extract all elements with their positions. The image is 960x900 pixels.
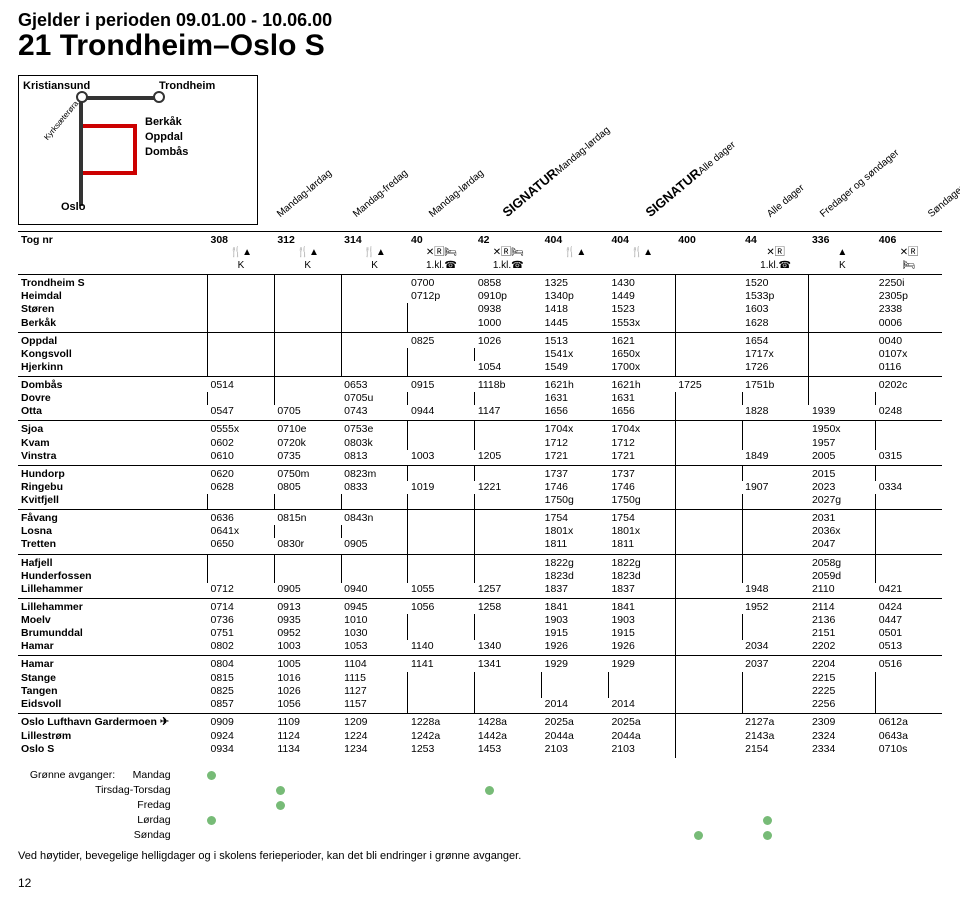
timetable-row: Oslo S0934113412341253145321032103215423… xyxy=(18,743,942,758)
top-section: Kristiansund Trondheim Kyrksæterøra Berk… xyxy=(18,75,942,225)
timetable-row: Tretten06500830r0905181118112047 xyxy=(18,538,942,554)
timetable-row: Hamar08021003105311401340192619262034220… xyxy=(18,640,942,656)
timetable-row: Berkåk100014451553x16280006 xyxy=(18,317,942,333)
timetable-row: Otta054707050743094411471656165618281939… xyxy=(18,405,942,421)
timetable-row: Heimdal0712p0910p1340p14491533p2305p xyxy=(18,290,942,303)
timetable-row: Dovre0705u16311631 xyxy=(18,392,942,405)
column-headers: Mandag-lørdagMandag-fredagMandag-lørdagS… xyxy=(276,135,960,225)
timetable-row: Tangen0825102611272225 xyxy=(18,685,942,698)
map-label: Oslo xyxy=(61,201,85,213)
legend-row: Tirsdag-Torsdag xyxy=(18,783,942,798)
timetable-row: Kvam06020720k0803k171217121957 xyxy=(18,437,942,450)
airplane-icon: ✈ xyxy=(160,716,169,728)
legend-row: Fredag xyxy=(18,798,942,813)
timetable-row: Hundorp06200750m0823m173717372015 xyxy=(18,465,942,481)
green-dot-icon xyxy=(276,786,285,795)
green-dot-icon xyxy=(276,801,285,810)
timetable-row: Hafjell1822g1822g2058g xyxy=(18,554,942,570)
green-departures-legend: Grønne avganger: MandagTirsdag-TorsdagFr… xyxy=(18,768,942,844)
timetable-row: Trondheim S070008581325143015202250i xyxy=(18,275,942,291)
timetable-row: Lillehammer07120905094010551257183718371… xyxy=(18,583,942,599)
legend-row: Lørdag xyxy=(18,813,942,828)
timetable-row: Brumunddal0751095210301915191521510501 xyxy=(18,627,942,640)
timetable-row: Hunderfossen1823d1823d2059d xyxy=(18,570,942,583)
timetable-row: Moelv0736093510101903190321360447 xyxy=(18,614,942,627)
green-dot-icon xyxy=(694,831,703,840)
green-dot-icon xyxy=(207,816,216,825)
timetable-row: Hamar08041005110411411341192919292037220… xyxy=(18,656,942,672)
timetable-row: Oppdal082510261513162116540040 xyxy=(18,332,942,348)
map-label: Kristiansund xyxy=(23,80,90,92)
timetable-row: Hjerkinn105415491700x17260116 xyxy=(18,361,942,377)
timetable-row: Oslo Lufthavn Gardermoen ✈09091109120912… xyxy=(18,713,942,729)
legend-label: Grønne avganger: Mandag xyxy=(18,768,177,783)
timetable-row: Dombås0514065309151118b1621h1621h1725175… xyxy=(18,377,942,393)
timetable-row: Sjoa0555x0710e0753e1704x1704x1950x xyxy=(18,421,942,437)
timetable-row: Støren09381418152316032338 xyxy=(18,303,942,316)
footnote: Ved høytider, bevegelige helligdager og … xyxy=(18,850,942,862)
green-dot-icon xyxy=(207,771,216,780)
legend-row: Grønne avganger: Mandag xyxy=(18,768,942,783)
timetable-row: Losna0641x1801x1801x2036x xyxy=(18,525,942,538)
timetable-row: Ringebu062808050833101912211746174619072… xyxy=(18,481,942,494)
green-dot-icon xyxy=(763,816,772,825)
route-map: Kristiansund Trondheim Kyrksæterøra Berk… xyxy=(18,75,258,225)
timetable-row: Eidsvoll085710561157201420142256 xyxy=(18,698,942,714)
green-dot-icon xyxy=(485,786,494,795)
legend-label: Fredag xyxy=(18,798,177,813)
map-label: Berkåk xyxy=(145,116,182,128)
timetable-row: Kongsvoll1541x1650x1717x0107x xyxy=(18,348,942,361)
timetable-row: Fåvang06360815n0843n175417542031 xyxy=(18,510,942,526)
map-label: Trondheim xyxy=(159,80,215,92)
timetable-row: Lillestrøm0924112412241242a1442a2044a204… xyxy=(18,730,942,743)
map-label: Kyrksæterøra xyxy=(42,99,80,142)
legend-row: Søndag xyxy=(18,828,942,843)
legend-label: Lørdag xyxy=(18,813,177,828)
timetable: Tog nr308312314404240440440044336406🍴▲🍴▲… xyxy=(18,231,942,758)
legend-label: Tirsdag-Torsdag xyxy=(18,783,177,798)
period-text: Gjelder i perioden 09.01.00 - 10.06.00 xyxy=(18,10,942,31)
route-title: 21 Trondheim–Oslo S xyxy=(18,29,942,63)
column-header: SIGNATUR Mandag-lørdag xyxy=(446,64,613,225)
timetable-row: Lillehammer07140913094510561258184118411… xyxy=(18,598,942,614)
green-dot-icon xyxy=(763,831,772,840)
page-number: 12 xyxy=(18,876,942,890)
timetable-row: Vinstra061007350813100312051721172118492… xyxy=(18,450,942,466)
map-label: Dombås xyxy=(145,146,188,158)
timetable-row: Stange0815101611152215 xyxy=(18,672,942,685)
legend-label: Søndag xyxy=(18,828,177,843)
map-label: Oppdal xyxy=(145,131,183,143)
timetable-row: Kvitfjell1750g1750g2027g xyxy=(18,494,942,510)
